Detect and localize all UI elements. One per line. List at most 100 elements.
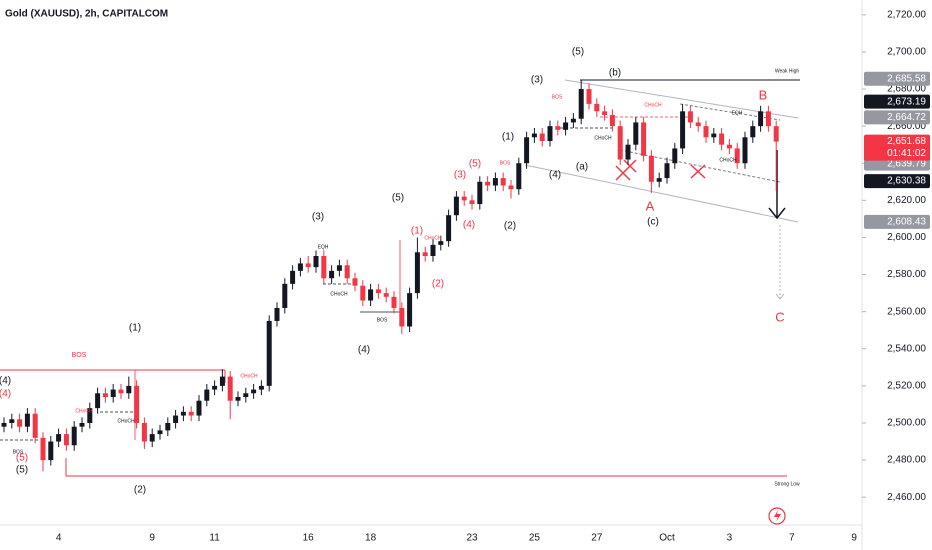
candle-body xyxy=(531,133,537,138)
annotation: (2) xyxy=(504,221,516,232)
candle-body xyxy=(414,252,420,294)
candle-body xyxy=(485,181,491,186)
candle-body xyxy=(305,263,311,268)
y-tick-label: 2,660.00 xyxy=(887,121,926,132)
candle-body xyxy=(274,307,280,321)
annotation: BOS xyxy=(72,352,87,359)
y-tick-label: 2,460.00 xyxy=(887,492,926,503)
candle-body xyxy=(110,389,116,397)
x-tick-label: 25 xyxy=(529,533,541,544)
candle-body xyxy=(711,133,717,138)
y-tick-label: 2,480.00 xyxy=(887,455,926,466)
candle-body xyxy=(63,434,69,446)
candle-body xyxy=(609,115,615,127)
x-tick-label: 27 xyxy=(591,533,603,544)
x-tick-label: 23 xyxy=(466,533,478,544)
annotation: EQH xyxy=(732,110,743,116)
candle-body xyxy=(180,411,186,416)
annotation: (5) xyxy=(392,193,404,204)
candle-body xyxy=(703,126,709,138)
candle-body xyxy=(71,426,77,446)
x-tick-label: Oct xyxy=(659,533,675,544)
annotation: BOS xyxy=(377,317,388,323)
alert-icon[interactable] xyxy=(768,507,786,525)
candle-body xyxy=(188,411,194,416)
annotation: (5) xyxy=(16,465,28,476)
candle-body xyxy=(24,413,30,427)
candle-body xyxy=(375,289,381,294)
candle-body xyxy=(758,111,764,127)
annotation: (3) xyxy=(312,212,324,223)
y-tick-label: 2,680.00 xyxy=(887,84,926,95)
candle-body xyxy=(48,441,54,461)
x-tick-label: 11 xyxy=(209,533,220,544)
candle-body xyxy=(719,133,725,145)
candle-body xyxy=(407,293,413,327)
annotation: (4) xyxy=(0,376,11,387)
candle-body xyxy=(570,118,576,123)
candle-body xyxy=(656,178,662,182)
annotation: BOS xyxy=(552,94,563,100)
annotation: (b) xyxy=(609,68,621,79)
candle-body xyxy=(461,196,467,201)
candle-body xyxy=(282,283,288,308)
x-tick-label: 4 xyxy=(56,533,62,544)
annotation: C xyxy=(775,309,784,324)
annotation: Strong Low xyxy=(774,481,800,487)
x-tick-label: 3 xyxy=(727,533,733,544)
candle-body xyxy=(508,185,514,190)
candle-body xyxy=(32,413,38,438)
candle-body xyxy=(243,393,249,397)
candle-body xyxy=(492,178,498,186)
candle-body xyxy=(641,122,647,156)
candle-body xyxy=(648,155,654,182)
drawings xyxy=(0,79,800,525)
candle-body xyxy=(352,278,358,286)
candles xyxy=(1,79,779,472)
candle-body xyxy=(157,430,163,435)
candle-body xyxy=(87,408,93,423)
x-tick-label: 9 xyxy=(851,533,857,544)
candle-body xyxy=(586,89,592,104)
candle-body xyxy=(765,111,771,127)
annotation: (3) xyxy=(531,75,543,86)
candle-body xyxy=(750,126,756,138)
annotation: CHoCH xyxy=(719,157,737,163)
annotation: BOS xyxy=(13,449,24,455)
channel-line xyxy=(524,164,799,223)
annotation: (2) xyxy=(432,279,444,290)
candle-body xyxy=(563,122,569,130)
alert-icon-bolt xyxy=(774,510,781,522)
x-tick-label: 9 xyxy=(149,533,155,544)
candle-body xyxy=(430,244,436,257)
candle-body xyxy=(329,270,335,279)
candle-body xyxy=(79,422,85,427)
candle-body xyxy=(469,200,475,205)
annotation: Weak High xyxy=(775,68,800,74)
price-label: 2,639.79 xyxy=(887,158,926,169)
price-label: 2,673.19 xyxy=(887,96,926,107)
candle-body xyxy=(578,89,584,119)
candle-body xyxy=(313,256,319,268)
candle-body xyxy=(1,422,7,427)
countdown: 01:41:02 xyxy=(887,148,926,159)
channel-line xyxy=(679,103,781,121)
cross-marker xyxy=(615,159,706,181)
price-label-box xyxy=(864,214,930,229)
candle-body xyxy=(368,289,374,301)
price-label: 2,630.38 xyxy=(887,176,926,187)
annotation: (4) xyxy=(549,170,561,181)
price-label: 2,651.68 xyxy=(887,136,926,147)
candle-body xyxy=(212,385,218,390)
candle-body xyxy=(742,137,748,164)
candle-body xyxy=(633,122,639,145)
candle-body xyxy=(258,385,264,390)
candle-body xyxy=(134,385,140,423)
candle-body xyxy=(680,111,686,149)
y-tick-label: 2,700.00 xyxy=(887,47,926,58)
annotation: EQH xyxy=(318,244,329,250)
candle-body xyxy=(438,241,444,245)
annotation: BOS xyxy=(500,160,511,166)
